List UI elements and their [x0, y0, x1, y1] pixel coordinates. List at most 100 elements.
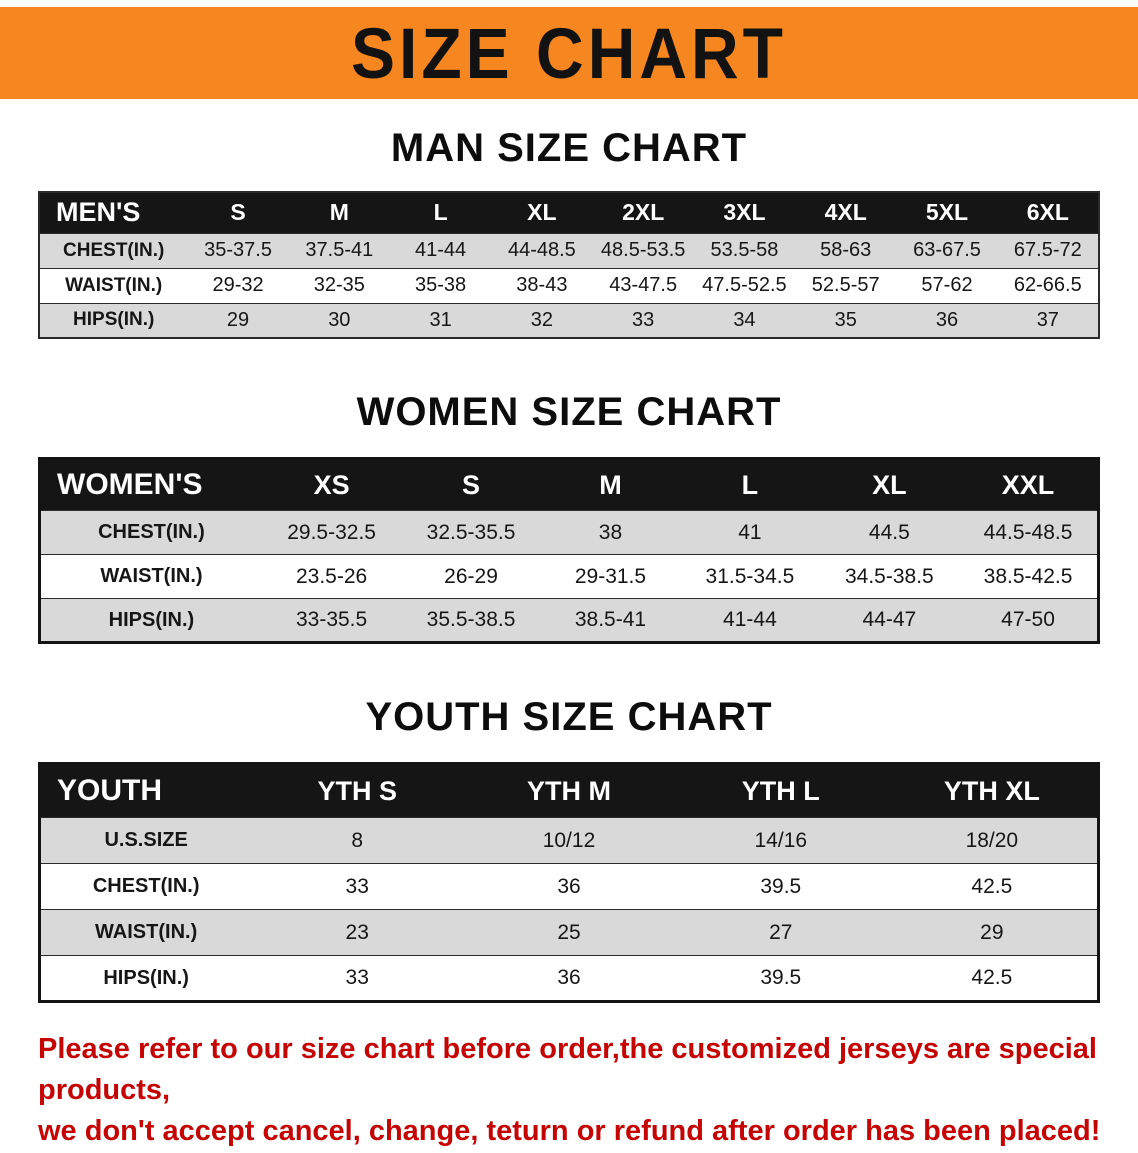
size-column-header: L [680, 458, 820, 511]
measurement-value: 48.5-53.5 [600, 239, 686, 261]
measurement-value: 35-38 [415, 274, 467, 296]
measurement-row: WAIST(IN.) 23.5-26 26-29 29-31.5 31.5-34.5 34… [39, 554, 1099, 599]
measurement-value: 53.5-58 [710, 239, 779, 261]
measurement-value: 34 [733, 308, 756, 331]
measurement-value: 33 [345, 874, 369, 898]
measurement-value: 43-47.5 [609, 274, 678, 296]
measurement-label: HIPS(IN.) [73, 309, 155, 331]
measurement-value: 32 [530, 308, 553, 331]
measurement-label: CHEST(IN.) [63, 239, 165, 261]
page-title: SIZE CHART [351, 13, 787, 93]
size-column-header: XXL [959, 458, 1099, 511]
size-chart-page: SIZE CHART MAN SIZE CHART MEN'S S M L XL 2XL 3… [0, 7, 1138, 1153]
youth-size-chart-section: YOUTH SIZE CHART YOUTH YTH S YTH M YTH L YTH… [38, 694, 1100, 1003]
measurement-value: 31.5-34.5 [705, 564, 795, 588]
measurement-value: 36 [935, 308, 959, 331]
size-column-header: XS [261, 458, 402, 511]
size-column-header: 3XL [693, 192, 796, 233]
size-column-header: L [389, 192, 492, 233]
measurement-value: 39.5 [760, 874, 802, 898]
measurement-value: 32-35 [313, 274, 365, 296]
measurement-value: 44.5-48.5 [983, 520, 1073, 544]
measurement-value: 44-47 [862, 608, 917, 631]
size-column-header: 4XL [795, 192, 897, 233]
youth-size-table: YOUTH YTH S YTH M YTH L YTH XL U.S.SIZE 8 10/12… [38, 762, 1100, 1003]
measurement-label: WAIST(IN.) [95, 921, 198, 943]
measurement-label: CHEST(IN.) [98, 521, 205, 543]
measurement-value: 38 [598, 520, 623, 544]
size-table-body: CHEST(IN.) 29.5-32.5 32.5-35.5 38 41 44.5 44.5… [39, 510, 1099, 643]
measurement-value: 41-44 [415, 239, 467, 261]
measurement-value: 37.5-41 [305, 239, 374, 261]
measurement-value: 57-62 [921, 274, 973, 296]
measurement-value: 41-44 [723, 608, 777, 631]
size-column-header: XL [491, 192, 593, 233]
size-table-body: CHEST(IN.) 35-37.5 37.5-41 41-44 44-48.5 48.5… [39, 233, 1099, 338]
measurement-value: 27 [769, 920, 793, 944]
size-column-header: YTH M [463, 763, 675, 818]
measurement-value: 39.5 [760, 966, 802, 989]
measurement-value: 29.5-32.5 [287, 520, 376, 544]
measurement-value: 38-43 [516, 274, 568, 296]
measurement-value: 29-32 [212, 274, 264, 296]
measurement-row: HIPS(IN.) 29 30 31 32 33 34 35 36 37 [39, 303, 1099, 338]
measurement-value: 42.5 [971, 966, 1013, 989]
size-header-row: YOUTH YTH S YTH M YTH L YTH XL [39, 763, 1099, 818]
women-size-chart-section: WOMEN SIZE CHART WOMEN'S XS S M L XL XXL CHEST(… [38, 389, 1100, 644]
size-column-header: S [401, 458, 541, 511]
measurement-value: 29 [226, 308, 250, 331]
measurement-label: HIPS(IN.) [108, 608, 195, 631]
measurement-row: U.S.SIZE 8 10/12 14/16 18/20 [39, 817, 1099, 864]
measurement-value: 38.5-42.5 [983, 564, 1073, 588]
measurement-value: 32.5-35.5 [426, 520, 516, 544]
measurement-label: U.S.SIZE [104, 829, 188, 851]
measurement-value: 29 [980, 920, 1004, 944]
size-table-head: MEN'S S M L XL 2XL 3XL 4XL 5XL 6XL [39, 192, 1099, 233]
measurement-row: HIPS(IN.) 33-35.5 35.5-38.5 38.5-41 41-44 44-… [39, 598, 1099, 643]
measurement-value: 26-29 [444, 564, 498, 588]
disclaimer-note: Please refer to our size chart before or… [38, 1029, 1114, 1153]
size-column-header: YTH S [251, 763, 464, 818]
measurement-value: 34.5-38.5 [844, 564, 934, 588]
measurement-row: CHEST(IN.) 33 36 39.5 42.5 [39, 863, 1099, 910]
measurement-value: 30 [328, 308, 351, 331]
measurement-value: 35.5-38.5 [426, 608, 516, 631]
measurement-value: 31 [429, 308, 452, 331]
measurement-row: CHEST(IN.) 29.5-32.5 32.5-35.5 38 41 44.5 44.5… [39, 510, 1099, 555]
measurement-value: 33 [345, 966, 369, 989]
measurement-value: 23.5-26 [295, 564, 368, 588]
measurement-value: 29-31.5 [574, 564, 647, 588]
measurement-value: 47-50 [1001, 608, 1055, 631]
measurement-row: CHEST(IN.) 35-37.5 37.5-41 41-44 44-48.5 48.5… [39, 233, 1099, 268]
measurement-value: 58-63 [820, 239, 872, 261]
measurement-value: 35 [834, 308, 857, 331]
measurement-value: 62-66.5 [1013, 274, 1082, 296]
women-size-chart-heading: WOMEN SIZE CHART [356, 390, 782, 434]
measurement-value: 25 [557, 920, 581, 944]
measurement-value: 36 [557, 966, 581, 989]
measurement-value: 47.5-52.5 [702, 274, 787, 296]
size-column-header: 2XL [592, 192, 694, 233]
size-column-header: M [288, 192, 390, 233]
table-corner-label: YOUTH [39, 763, 252, 818]
man-size-chart-section: MAN SIZE CHART MEN'S S M L XL 2XL 3XL 4XL 5XL 6XL… [38, 125, 1100, 339]
measurement-value: 52.5-57 [811, 274, 880, 296]
measurement-value: 33 [632, 308, 655, 331]
measurement-value: 37 [1036, 308, 1059, 331]
size-header-row: WOMEN'S XS S M L XL XXL [39, 458, 1099, 511]
measurement-value: 8 [351, 828, 364, 852]
measurement-value: 42.5 [971, 874, 1013, 898]
measurement-row: WAIST(IN.) 29-32 32-35 35-38 38-43 43-47.5 47.… [39, 268, 1099, 303]
measurement-value: 67.5-72 [1013, 239, 1082, 261]
men-size-table: MEN'S S M L XL 2XL 3XL 4XL 5XL 6XL CHEST(IN.) 35-37… [38, 191, 1100, 339]
table-corner-label: WOMEN'S [39, 458, 262, 511]
measurement-value: 33-35.5 [295, 608, 368, 631]
measurement-value: 18/20 [965, 828, 1019, 852]
title-banner: SIZE CHART [0, 7, 1138, 99]
measurement-value: 38.5-41 [574, 608, 647, 631]
measurement-label: HIPS(IN.) [103, 966, 189, 989]
measurement-label: WAIST(IN.) [100, 565, 203, 587]
measurement-value: 10/12 [542, 828, 596, 852]
measurement-value: 36 [557, 874, 581, 898]
women-size-table: WOMEN'S XS S M L XL XXL CHEST(IN.) 29.5-32.5 32.5… [38, 457, 1100, 644]
